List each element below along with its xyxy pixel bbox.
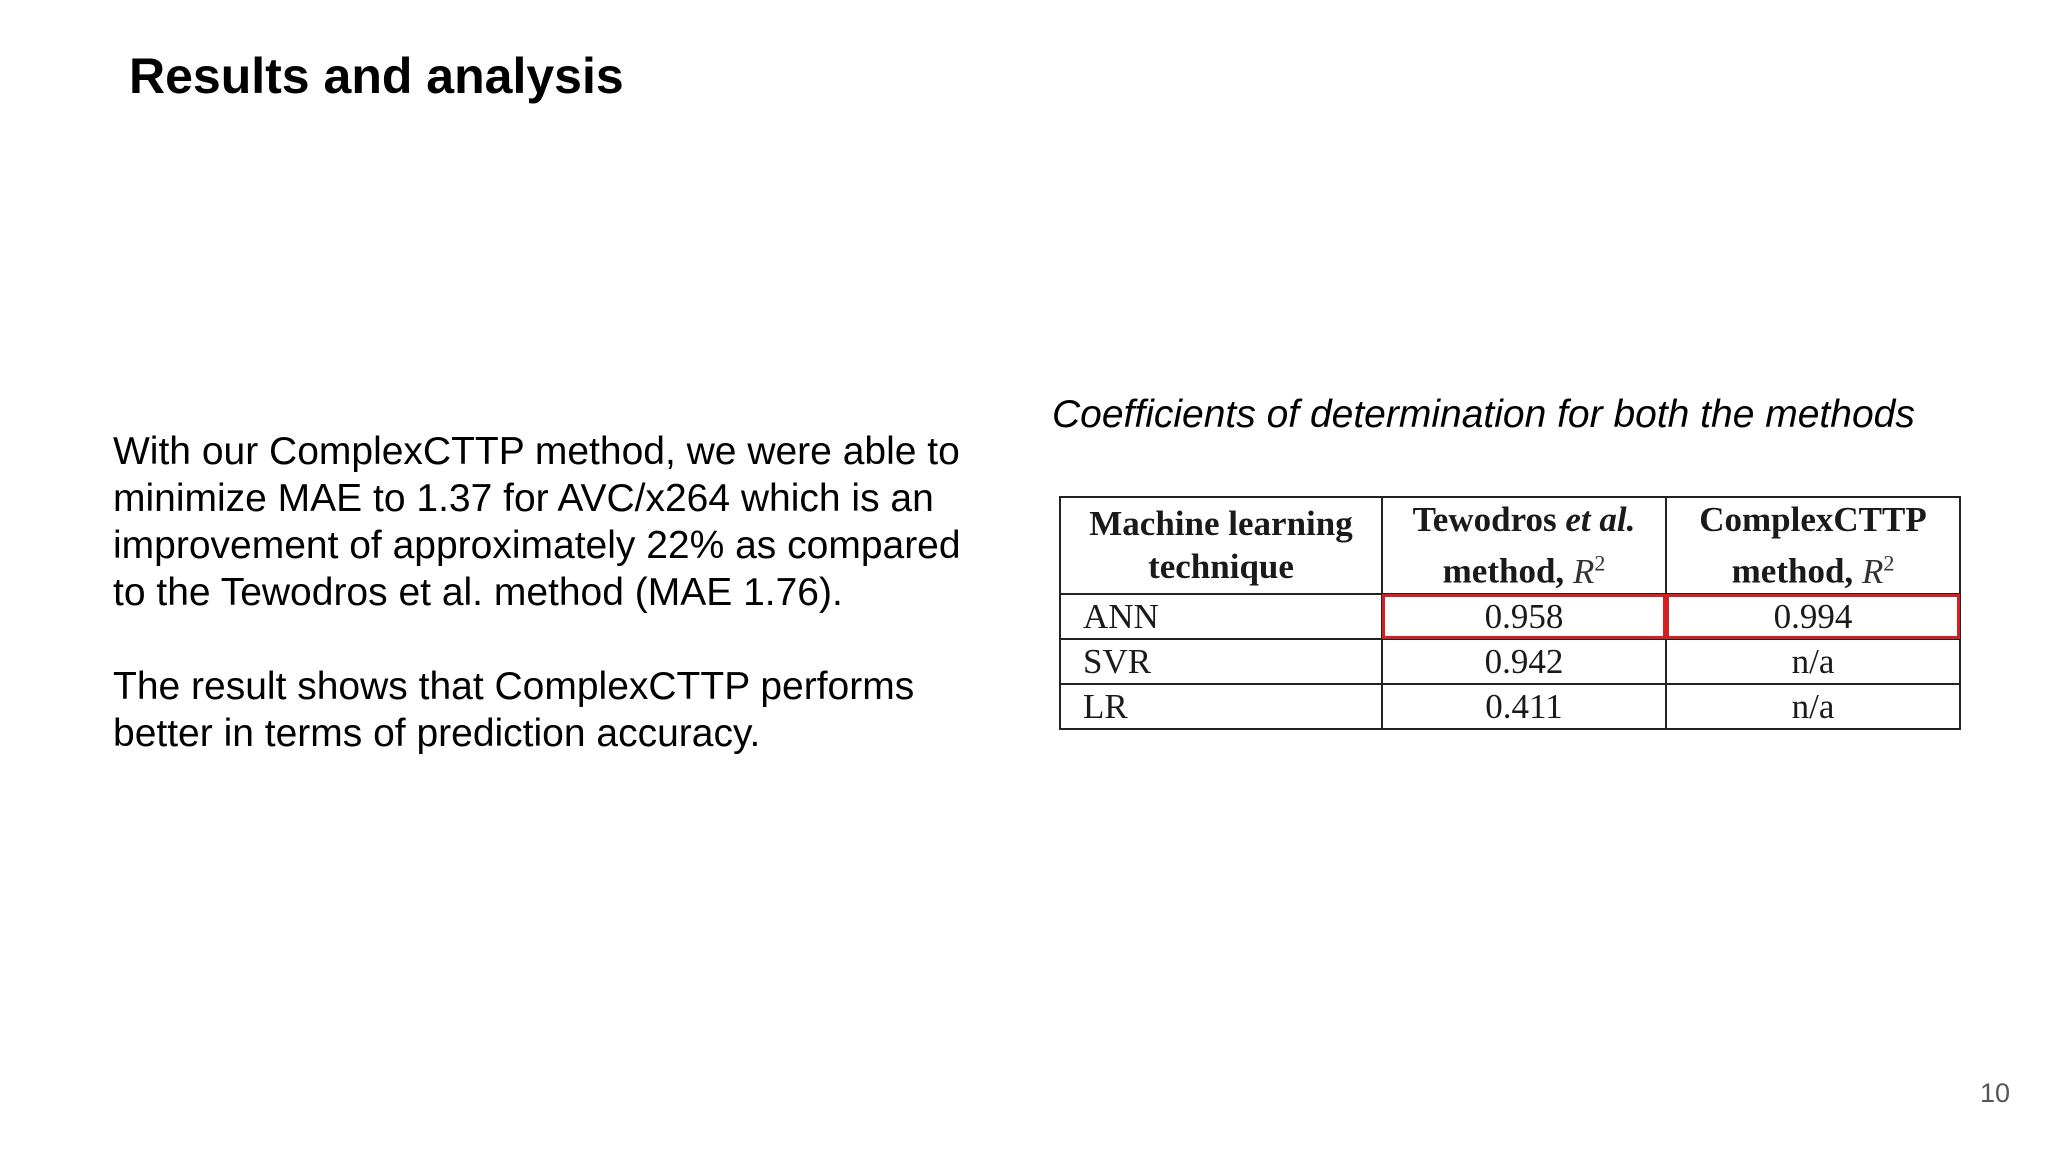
table-row-ann: ANN 0.958 0.994 [1059, 592, 1961, 640]
header-complex-line2: method, [1731, 551, 1862, 591]
cell-complex-highlighted: 0.994 [1665, 592, 1961, 640]
r2-exponent: 2 [1883, 550, 1895, 575]
results-table-container: Machine learning technique Tewodros et a… [1059, 496, 1961, 730]
cell-technique: ANN [1059, 592, 1383, 640]
paragraph-mae-result: With our ComplexCTTP method, we were abl… [113, 430, 961, 614]
body-text: With our ComplexCTTP method, we were abl… [113, 428, 1013, 757]
r2-letter: R [1861, 551, 1884, 591]
header-tewodros-line2: method, [1442, 551, 1573, 591]
cell-tewodros: 0.942 [1381, 637, 1667, 685]
table-header-row: Machine learning technique Tewodros et a… [1059, 496, 1961, 595]
header-tewodros-name: Tewodros [1412, 500, 1566, 539]
cell-tewodros-highlighted: 0.958 [1381, 592, 1667, 640]
slide-title: Results and analysis [129, 48, 624, 104]
table-row-svr: SVR 0.942 n/a [1059, 637, 1961, 685]
cell-technique: LR [1059, 682, 1383, 730]
cell-tewodros: 0.411 [1381, 682, 1667, 730]
r2-symbol-complex: R2 [1861, 550, 1895, 591]
header-technique-line2: technique [1148, 547, 1294, 587]
r2-symbol-tewodros: R2 [1572, 550, 1606, 591]
header-technique: Machine learning technique [1059, 496, 1383, 595]
header-technique-line1: Machine learning [1089, 504, 1353, 544]
r2-letter: R [1572, 551, 1595, 591]
cell-technique: SVR [1059, 637, 1383, 685]
header-tewodros: Tewodros et al. method, R2 [1381, 496, 1667, 595]
header-complexcttp: ComplexCTTP method, R2 [1665, 496, 1961, 595]
header-tewodros-etal: et al. [1565, 500, 1636, 539]
header-complex-line1: ComplexCTTP [1699, 500, 1927, 539]
results-table: Machine learning technique Tewodros et a… [1059, 496, 1961, 730]
cell-complex: n/a [1665, 637, 1961, 685]
page-number: 10 [1979, 1078, 2010, 1108]
cell-complex: n/a [1665, 682, 1961, 730]
table-caption: Coefficients of determination for both t… [1052, 393, 1915, 436]
paragraph-conclusion: The result shows that ComplexCTTP perfor… [113, 665, 915, 755]
r2-exponent: 2 [1594, 550, 1606, 575]
table-row-lr: LR 0.411 n/a [1059, 682, 1961, 730]
